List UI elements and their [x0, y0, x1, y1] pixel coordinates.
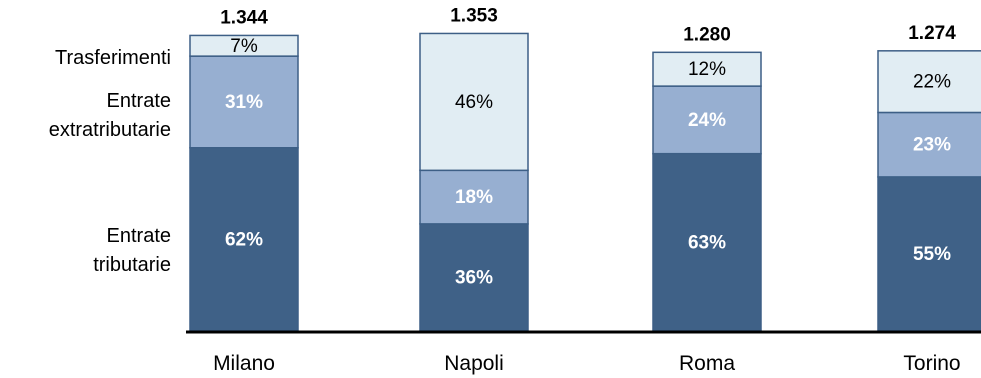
bar-segment-milano-entrate-tributarie — [189, 147, 299, 332]
data-label-napoli-trasferimenti: 46% — [455, 92, 493, 113]
data-label-torino-entrate-extratributarie: 23% — [913, 135, 951, 156]
bar-segment-roma-entrate-extratributarie — [652, 85, 762, 155]
data-label-roma-entrate-extratributarie: 24% — [688, 110, 726, 131]
data-label-milano-entrate-extratributarie: 31% — [225, 92, 263, 113]
data-label-roma-trasferimenti: 12% — [688, 59, 726, 80]
data-label-torino-entrate-tributarie: 55% — [913, 244, 951, 265]
legend-label-3-line-2: tributarie — [93, 254, 171, 276]
bar-segment-milano-entrate-extratributarie — [189, 55, 299, 149]
legend-group: Trasferimenti Entrate extratributarie Entra… — [49, 47, 171, 276]
legend-label-1-line-1: Trasferimenti — [55, 47, 171, 69]
total-label-napoli: 1.353 — [450, 5, 498, 26]
x-tick-milano: Milano — [213, 352, 275, 375]
bar-segment-napoli-entrate-extratributarie — [419, 169, 529, 225]
segment-labels-group: 62% 31% 7% 36% 18% 46% 63% 24% 12% 55% 23% 22% — [225, 36, 951, 289]
x-tick-roma: Roma — [679, 352, 735, 375]
bar-segment-torino-trasferimenti — [877, 50, 981, 114]
x-tick-torino: Torino — [903, 352, 960, 375]
total-label-torino: 1.274 — [908, 23, 956, 44]
bar-segment-napoli-entrate-tributarie — [419, 223, 529, 332]
bar-segment-roma-trasferimenti — [652, 51, 762, 87]
data-label-napoli-entrate-extratributarie: 18% — [455, 187, 493, 208]
data-label-napoli-entrate-tributarie: 36% — [455, 267, 493, 288]
legend-label-2-line-2: extratributarie — [49, 119, 171, 141]
bar-segment-napoli-trasferimenti — [419, 32, 529, 172]
data-label-milano-entrate-tributarie: 62% — [225, 229, 263, 250]
bar-segment-milano-trasferimenti — [189, 34, 299, 57]
total-label-roma: 1.280 — [683, 24, 731, 45]
total-label-milano: 1.344 — [220, 7, 268, 28]
legend-label-3-line-1: Entrate — [107, 225, 171, 247]
bar-segment-torino-entrate-tributarie — [877, 176, 981, 332]
data-label-milano-trasferimenti: 7% — [230, 36, 258, 57]
legend-label-2-line-1: Entrate — [107, 90, 171, 112]
bars-group — [189, 32, 981, 332]
data-label-torino-trasferimenti: 22% — [913, 72, 951, 93]
data-label-roma-entrate-tributarie: 63% — [688, 232, 726, 253]
x-tick-napoli: Napoli — [444, 352, 504, 375]
totals-group: 1.344 1.353 1.280 1.274 — [220, 5, 956, 45]
x-tick-labels-group: Milano Napoli Roma Torino — [213, 352, 961, 375]
